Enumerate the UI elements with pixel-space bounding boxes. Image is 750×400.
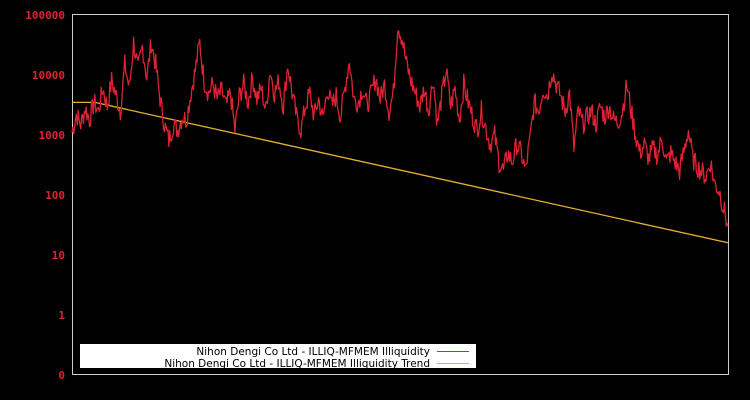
- y-tick-label: 0: [58, 369, 65, 382]
- y-tick-label: 100000: [25, 9, 65, 22]
- plot-area-frame: [72, 14, 729, 375]
- y-tick-label: 10000: [32, 69, 65, 82]
- illiquidity-series-line: [71, 30, 729, 227]
- legend-label-trend: Nihon Dengi Co Ltd - ILLIQ-MFMEM Illiqui…: [164, 358, 430, 370]
- y-tick-label: 10: [52, 249, 65, 262]
- y-tick-label: 100: [45, 189, 65, 202]
- trend-series-line: [72, 101, 729, 244]
- legend-box: [80, 344, 476, 368]
- legend-label-illiquidity: Nihon Dengi Co Ltd - ILLIQ-MFMEM Illiqui…: [196, 346, 430, 358]
- y-tick-label: 1: [58, 309, 65, 322]
- y-tick-label: 1000: [39, 129, 66, 142]
- legend: Nihon Dengi Co Ltd - ILLIQ-MFMEM Illiqui…: [80, 344, 476, 370]
